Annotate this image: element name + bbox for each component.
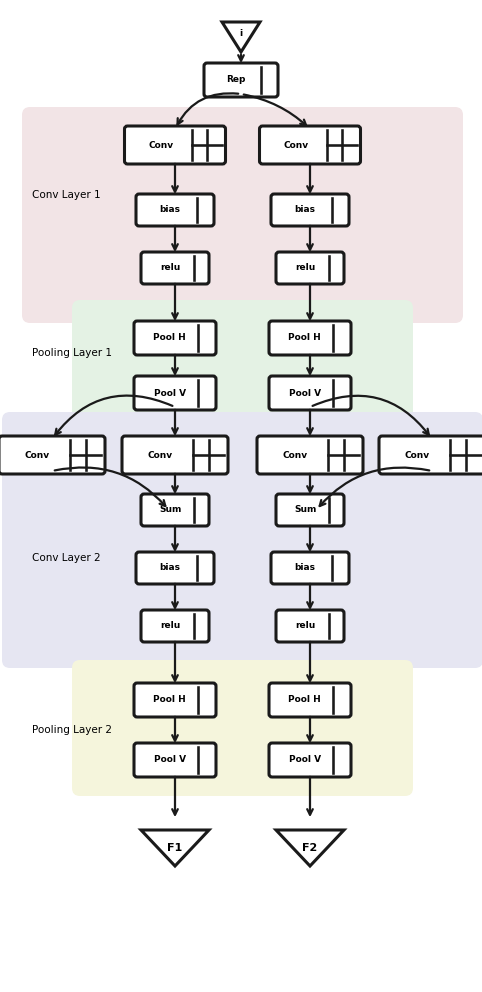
Text: Pool V: Pool V: [289, 389, 321, 398]
Text: Conv: Conv: [283, 141, 308, 150]
FancyBboxPatch shape: [124, 126, 226, 164]
Text: Conv: Conv: [282, 450, 308, 459]
FancyBboxPatch shape: [136, 552, 214, 584]
FancyBboxPatch shape: [204, 63, 278, 97]
FancyBboxPatch shape: [276, 494, 344, 526]
Polygon shape: [222, 22, 260, 52]
Text: relu: relu: [161, 622, 181, 631]
FancyBboxPatch shape: [271, 194, 349, 226]
Text: Sum: Sum: [160, 506, 182, 515]
Text: Pool H: Pool H: [153, 695, 186, 704]
Text: Conv: Conv: [25, 450, 50, 459]
Text: relu: relu: [161, 264, 181, 273]
Text: Conv: Conv: [147, 450, 173, 459]
Text: Pooling Layer 1: Pooling Layer 1: [32, 348, 112, 358]
Text: Pool H: Pool H: [153, 333, 186, 342]
Text: Conv: Conv: [148, 141, 174, 150]
Text: Pooling Layer 2: Pooling Layer 2: [32, 725, 112, 735]
Text: bias: bias: [160, 205, 180, 214]
FancyBboxPatch shape: [134, 376, 216, 410]
FancyBboxPatch shape: [259, 126, 361, 164]
FancyBboxPatch shape: [271, 552, 349, 584]
Text: Conv Layer 1: Conv Layer 1: [32, 190, 101, 200]
Text: Sum: Sum: [295, 506, 317, 515]
Text: bias: bias: [160, 563, 180, 572]
Text: relu: relu: [295, 264, 316, 273]
FancyBboxPatch shape: [141, 610, 209, 642]
Text: F2: F2: [302, 843, 318, 853]
FancyBboxPatch shape: [122, 436, 228, 474]
FancyBboxPatch shape: [276, 252, 344, 284]
FancyBboxPatch shape: [136, 194, 214, 226]
FancyBboxPatch shape: [269, 683, 351, 717]
FancyBboxPatch shape: [0, 436, 105, 474]
Text: Pool H: Pool H: [288, 333, 321, 342]
FancyBboxPatch shape: [2, 412, 482, 668]
Polygon shape: [276, 830, 344, 866]
FancyBboxPatch shape: [134, 743, 216, 777]
FancyBboxPatch shape: [22, 107, 463, 323]
FancyBboxPatch shape: [269, 321, 351, 355]
FancyBboxPatch shape: [141, 252, 209, 284]
Text: Conv Layer 2: Conv Layer 2: [32, 553, 101, 563]
FancyBboxPatch shape: [276, 610, 344, 642]
Text: Pool V: Pool V: [154, 389, 186, 398]
FancyBboxPatch shape: [72, 660, 413, 796]
FancyBboxPatch shape: [257, 436, 363, 474]
Text: Rep: Rep: [227, 75, 246, 84]
FancyBboxPatch shape: [141, 494, 209, 526]
FancyBboxPatch shape: [134, 683, 216, 717]
FancyBboxPatch shape: [134, 321, 216, 355]
Text: relu: relu: [295, 622, 316, 631]
FancyBboxPatch shape: [72, 300, 413, 426]
Text: Pool V: Pool V: [289, 756, 321, 765]
FancyBboxPatch shape: [269, 376, 351, 410]
Text: Pool V: Pool V: [154, 756, 186, 765]
Polygon shape: [141, 830, 209, 866]
Text: Pool H: Pool H: [288, 695, 321, 704]
Text: F1: F1: [167, 843, 183, 853]
FancyBboxPatch shape: [269, 743, 351, 777]
Text: Conv: Conv: [404, 450, 429, 459]
FancyBboxPatch shape: [379, 436, 482, 474]
Text: i: i: [240, 30, 242, 39]
Text: bias: bias: [295, 563, 315, 572]
Text: bias: bias: [295, 205, 315, 214]
